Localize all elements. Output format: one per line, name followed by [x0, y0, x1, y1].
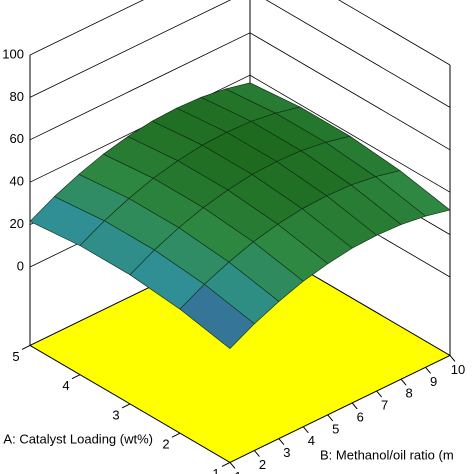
y-tick — [425, 367, 431, 374]
z-tick-label: 100 — [2, 46, 24, 61]
y-tick — [327, 414, 334, 422]
x-axis-title: A: Catalyst Loading (wt%) — [3, 431, 153, 446]
y-tick — [351, 402, 358, 410]
z-tick-label: 60 — [10, 131, 24, 146]
y-tick-label: 5 — [332, 421, 339, 436]
y-tick — [254, 450, 260, 457]
z-tick-label: 0 — [17, 258, 24, 273]
y-tick-label: 9 — [430, 374, 437, 389]
x-tick — [171, 432, 181, 438]
y-tick-label: 6 — [357, 409, 364, 424]
x-tick-label: 2 — [162, 437, 169, 452]
x-tick-label: 3 — [112, 407, 119, 422]
y-tick — [449, 355, 456, 362]
y-tick-label: 4 — [308, 433, 315, 448]
grid-line — [29, 0, 451, 108]
grid-line — [29, 32, 451, 151]
x-tick — [71, 374, 81, 380]
x-tick — [21, 344, 31, 350]
x-tick — [121, 403, 131, 409]
z-tick-label: 40 — [10, 174, 24, 189]
z-tick-label: 20 — [10, 216, 24, 231]
x-tick-label: 1 — [212, 466, 219, 474]
y-tick — [376, 390, 383, 398]
x-tick-label: 4 — [62, 378, 69, 393]
y-tick-label: 2 — [259, 457, 266, 472]
y-tick-label: 7 — [381, 398, 388, 413]
surface-cell — [179, 283, 255, 350]
x-tick-label: 5 — [12, 349, 19, 364]
x-tick — [221, 461, 231, 467]
y-axis-title: B: Methanol/oil ratio (m — [320, 447, 454, 462]
labels: 0 20 40 60 80 100 1 2 3 4 5 1 2 3 4 5 6 7 8 9 10 A: Catalyst … — [2, 46, 465, 474]
y-tick-label: 3 — [283, 445, 290, 460]
y-tick — [278, 438, 285, 445]
y-tick-label: 10 — [451, 362, 465, 377]
y-tick-label: 8 — [405, 386, 412, 401]
y-tick-label: 1 — [234, 469, 241, 474]
grid-line — [29, 74, 451, 193]
grid-line — [29, 0, 451, 66]
y-tick — [400, 378, 407, 386]
surface — [29, 82, 451, 350]
z-tick-label: 80 — [10, 89, 24, 104]
y-tick — [302, 426, 309, 434]
y-tick — [229, 462, 236, 469]
